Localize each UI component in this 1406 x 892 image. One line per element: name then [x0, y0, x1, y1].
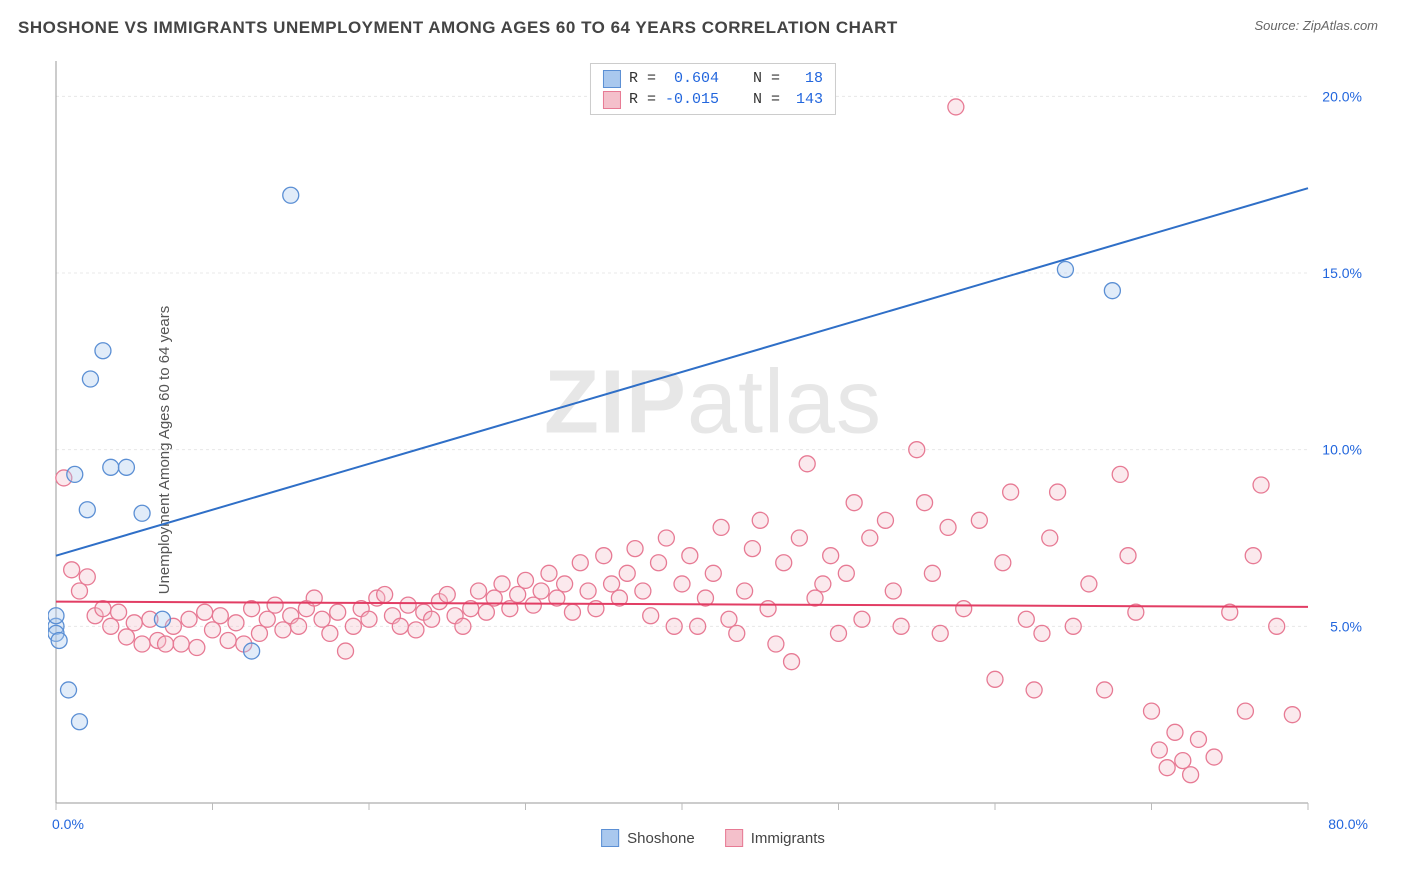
- n-value: 18: [788, 68, 823, 89]
- n-label: N =: [753, 68, 780, 89]
- legend-swatch: [603, 70, 621, 88]
- stats-legend: R = 0.604 N = 18 R = -0.015 N = 143: [590, 63, 836, 115]
- svg-text:10.0%: 10.0%: [1322, 442, 1362, 458]
- scatter-plot: 0.0% 80.0% 5.0% 10.0% 15.0% 20.0%: [48, 55, 1378, 845]
- chart-title: SHOSHONE VS IMMIGRANTS UNEMPLOYMENT AMON…: [18, 18, 898, 38]
- legend-swatch: [725, 829, 743, 847]
- n-value: 143: [788, 89, 823, 110]
- legend-swatch: [603, 91, 621, 109]
- svg-text:15.0%: 15.0%: [1322, 265, 1362, 281]
- legend-label: Shoshone: [627, 830, 695, 847]
- chart-container: Unemployment Among Ages 60 to 64 years Z…: [48, 55, 1378, 845]
- legend-item: Immigrants: [725, 829, 825, 847]
- r-label: R =: [629, 68, 656, 89]
- bottom-legend: Shoshone Immigrants: [601, 829, 825, 847]
- stats-row: R = -0.015 N = 143: [603, 89, 823, 110]
- svg-text:20.0%: 20.0%: [1322, 88, 1362, 104]
- n-label: N =: [753, 89, 780, 110]
- legend-swatch: [601, 829, 619, 847]
- svg-text:5.0%: 5.0%: [1330, 618, 1362, 634]
- source-label: Source: ZipAtlas.com: [1254, 18, 1378, 33]
- r-value: -0.015: [664, 89, 719, 110]
- stats-row: R = 0.604 N = 18: [603, 68, 823, 89]
- r-value: 0.604: [664, 68, 719, 89]
- legend-item: Shoshone: [601, 829, 695, 847]
- svg-text:80.0%: 80.0%: [1328, 816, 1368, 832]
- r-label: R =: [629, 89, 656, 110]
- legend-label: Immigrants: [751, 830, 825, 847]
- svg-text:0.0%: 0.0%: [52, 816, 84, 832]
